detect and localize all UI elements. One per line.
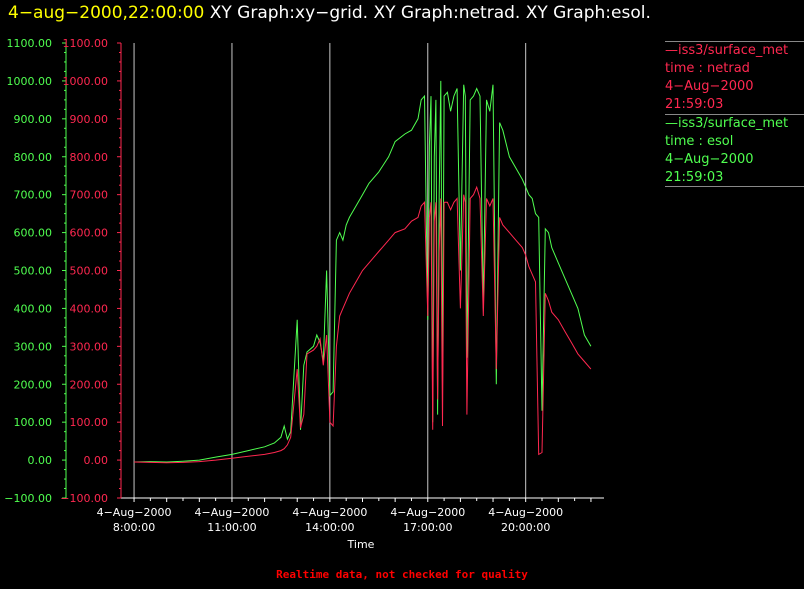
y-tick-label: 200.00 (70, 378, 109, 391)
y-tick-label: 1000.00 (7, 75, 53, 88)
y-tick-label: 900.00 (14, 113, 53, 126)
legend-rule (665, 41, 804, 42)
x-axis-label: Time (347, 538, 375, 551)
legend-entry-esol: —iss3/surface_met time : esol 4−Aug−2000… (665, 115, 804, 187)
legend-time: 21:59:03 (665, 97, 724, 112)
x-tick-label-time: 11:00:00 (207, 521, 256, 534)
x-tick-label-date: 4−Aug−2000 (488, 506, 563, 519)
y-tick-label: 100.00 (70, 416, 109, 429)
y-tick-label: 500.00 (70, 265, 109, 278)
legend-variable: time : esol (665, 134, 734, 149)
quality-note: Realtime data, not checked for quality (276, 568, 528, 581)
legend-date: 4−Aug−2000 (665, 79, 754, 94)
y-tick-label: 800.00 (70, 151, 109, 164)
y-tick-label: 900.00 (70, 113, 109, 126)
x-tick-label-date: 4−Aug−2000 (390, 506, 465, 519)
legend-source: —iss3/surface_met (665, 43, 789, 58)
y-tick-label: −100.00 (4, 492, 52, 505)
y-tick-label: 400.00 (14, 302, 53, 315)
legend-rule (665, 114, 804, 115)
y-tick-label: 800.00 (14, 151, 53, 164)
y-tick-label: 600.00 (14, 227, 53, 240)
y-tick-label: 400.00 (70, 302, 109, 315)
legend-variable: time : netrad (665, 61, 750, 76)
y-tick-label: −100.00 (60, 492, 108, 505)
y-tick-label: 1100.00 (63, 37, 109, 50)
y-tick-label: 100.00 (14, 416, 53, 429)
x-tick-label-date: 4−Aug−2000 (292, 506, 367, 519)
y-tick-label: 1100.00 (7, 37, 53, 50)
x-tick-label-date: 4−Aug−2000 (97, 506, 172, 519)
x-tick-label-date: 4−Aug−2000 (195, 506, 270, 519)
legend-source: —iss3/surface_met (665, 116, 789, 131)
x-tick-label-time: 17:00:00 (403, 521, 452, 534)
y-tick-label: 600.00 (70, 227, 109, 240)
legend-rule (665, 186, 804, 187)
y-tick-label: 700.00 (14, 189, 53, 202)
y-tick-label: 700.00 (70, 189, 109, 202)
legend-time: 21:59:03 (665, 170, 724, 185)
y-tick-label: 0.00 (84, 454, 109, 467)
chart-title: 4−aug−2000,22:00:00 XY Graph:xy−grid. XY… (8, 2, 651, 24)
y-tick-label: 300.00 (70, 340, 109, 353)
x-tick-label-time: 20:00:00 (501, 521, 550, 534)
y-tick-label: 200.00 (14, 378, 53, 391)
series-netrad (134, 185, 592, 464)
y-tick-label: 0.00 (28, 454, 53, 467)
y-tick-label: 500.00 (14, 265, 53, 278)
y-tick-label: 300.00 (14, 340, 53, 353)
legend-entry-netrad: —iss3/surface_met time : netrad 4−Aug−20… (665, 42, 804, 114)
legend-date: 4−Aug−2000 (665, 152, 754, 167)
x-tick-label-time: 14:00:00 (305, 521, 354, 534)
title-graph-names: XY Graph:xy−grid. XY Graph:netrad. XY Gr… (209, 3, 651, 23)
y-tick-label: 1000.00 (63, 75, 109, 88)
x-tick-label-time: 8:00:00 (113, 521, 155, 534)
title-timestamp: 4−aug−2000,22:00:00 (8, 3, 205, 23)
